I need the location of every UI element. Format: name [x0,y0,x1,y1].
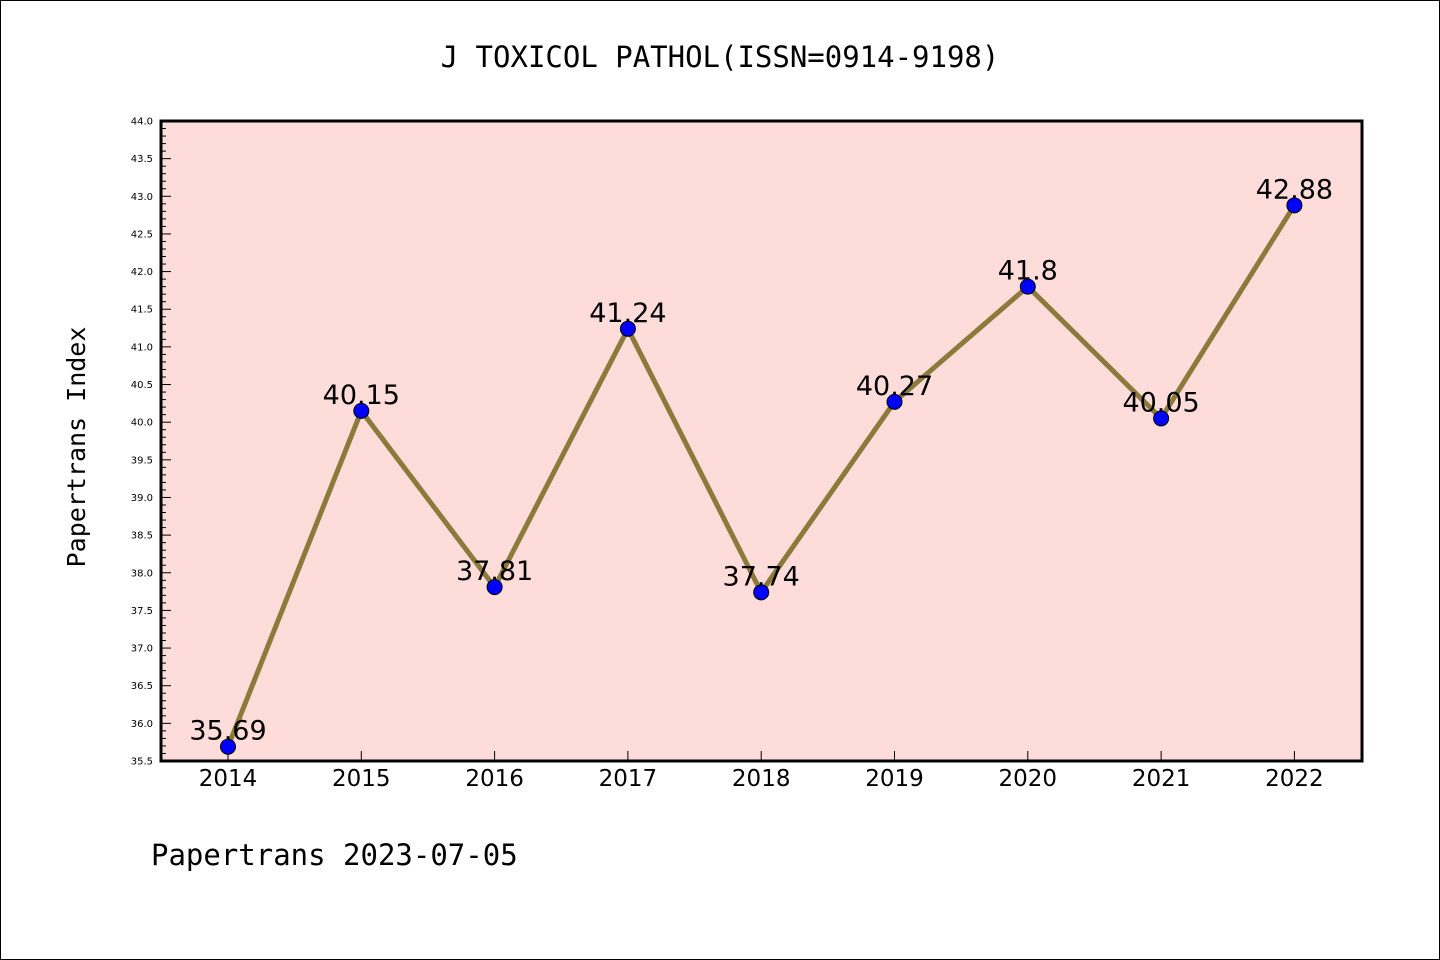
data-point [486,579,503,596]
x-tick-label: 2021 [1132,766,1191,792]
y-tick-label: 44.0 [131,117,153,128]
x-tick-label: 2014 [199,766,258,792]
y-tick-label: 39.0 [131,493,153,504]
chart-title: J TOXICOL PATHOL(ISSN=0914-9198) [441,40,1000,74]
data-label: 40.05 [1122,387,1199,418]
data-label: 37.74 [723,561,800,592]
y-tick-label: 43.5 [131,154,153,165]
x-tick-label: 2017 [599,766,658,792]
data-label: 42.88 [1256,174,1333,205]
data-point [353,402,370,419]
data-label: 41.8 [998,256,1058,287]
y-axis-label: Papertrans Index [62,327,91,568]
series-markers [220,197,1303,755]
y-tick-label: 35.5 [131,757,153,768]
y-tick-label: 38.0 [131,568,153,579]
data-point [1019,278,1036,295]
x-tick-label: 2020 [999,766,1058,792]
y-axis: 35.5 36.0 36.5 37.0 37.5 38.0 38.5 39.0 39.5 40.0… [131,117,171,768]
y-tick-label: 40.5 [131,380,153,391]
y-tick-label: 43.0 [131,192,153,203]
footer-text: Papertrans 2023-07-05 [151,838,518,872]
x-tick-label: 2019 [865,766,924,792]
data-point [1286,197,1303,214]
plot-area [159,119,1364,763]
x-axis: 2014 2015 2016 2017 2018 2019 2020 2021 2022 [199,751,1324,792]
x-tick-label: 2015 [332,766,391,792]
y-tick-label: 40.0 [131,418,153,429]
y-tick-label: 42.5 [131,229,153,240]
data-point [220,738,236,755]
data-point [886,393,903,410]
data-point [619,320,636,337]
y-tick-label: 36.5 [131,681,153,692]
y-tick-label: 37.5 [131,606,153,617]
y-tick-label: 41.5 [131,305,153,316]
x-tick-label: 2022 [1265,766,1324,792]
value-labels: 35.69 40.15 37.81 41.24 37.74 40.27 41.8 40.05 4… [189,174,1333,746]
y-tick-label: 36.0 [131,719,153,730]
data-label: 40.27 [856,371,933,402]
data-label: 35.69 [189,716,266,747]
data-label: 40.15 [323,380,400,411]
y-tick-label: 42.0 [131,267,153,278]
x-tick-label: 2016 [465,766,524,792]
y-tick-label: 39.5 [131,455,153,466]
y-tick-label: 38.5 [131,531,153,542]
data-point [753,584,770,601]
data-point [1153,410,1170,427]
data-label: 37.81 [456,556,533,587]
data-label: 41.24 [589,298,666,329]
x-tick-label: 2018 [732,766,791,792]
y-tick-label: 37.0 [131,644,153,655]
y-tick-label: 41.0 [131,342,153,353]
